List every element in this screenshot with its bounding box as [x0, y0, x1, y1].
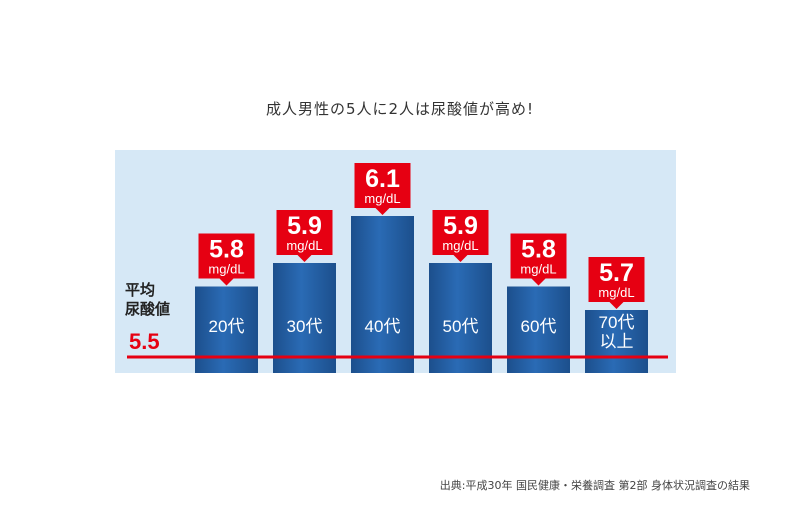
value-callout — [198, 233, 255, 286]
unit-label: mg/dL — [442, 238, 478, 253]
chart-panel: 20代 5.8 mg/dL 30代 5.9 mg/dL 40代 6.1 mg/dL 50代 5.9 m… — [115, 150, 676, 373]
bar-3 — [429, 263, 492, 373]
unit-label: mg/dL — [208, 262, 244, 277]
category-label: 以上 — [600, 332, 634, 351]
bar-4 — [507, 286, 570, 373]
unit-label: mg/dL — [520, 262, 556, 277]
category-label: 50代 — [443, 317, 479, 336]
value-callout — [432, 210, 489, 262]
value-callout — [354, 163, 411, 215]
value-label: 5.8 — [209, 236, 244, 264]
reference-label: 平均 — [125, 281, 155, 299]
value-callout — [588, 257, 645, 309]
value-label: 5.9 — [287, 212, 322, 240]
bar-2 — [351, 216, 414, 373]
bar-1 — [273, 263, 336, 373]
unit-label: mg/dL — [286, 238, 322, 253]
value-callout — [276, 210, 333, 262]
reference-value: 5.5 — [129, 329, 160, 354]
category-label: 30代 — [287, 317, 323, 336]
bar-5 — [585, 310, 648, 373]
category-label: 60代 — [521, 317, 557, 336]
value-label: 5.9 — [443, 212, 478, 240]
value-label: 5.7 — [599, 259, 634, 287]
value-label: 6.1 — [365, 165, 400, 193]
category-label: 40代 — [365, 317, 401, 336]
chart-title: 成人男性の5人に2人は尿酸値が高め! — [265, 100, 535, 118]
category-label: 20代 — [209, 317, 245, 336]
bar-0 — [195, 286, 258, 373]
bar-chart: 20代5.8mg/dL30代5.9mg/dL40代6.1mg/dL50代5.9m… — [125, 163, 668, 373]
reference-label: 尿酸値 — [125, 300, 170, 318]
source-note: 出典:平成30年 国民健康・栄養調査 第2部 身体状況調査の結果 — [439, 479, 750, 492]
value-callout — [510, 233, 567, 286]
unit-label: mg/dL — [598, 285, 634, 300]
value-label: 5.8 — [521, 236, 556, 264]
unit-label: mg/dL — [364, 191, 400, 206]
category-label: 70代 — [599, 313, 635, 332]
